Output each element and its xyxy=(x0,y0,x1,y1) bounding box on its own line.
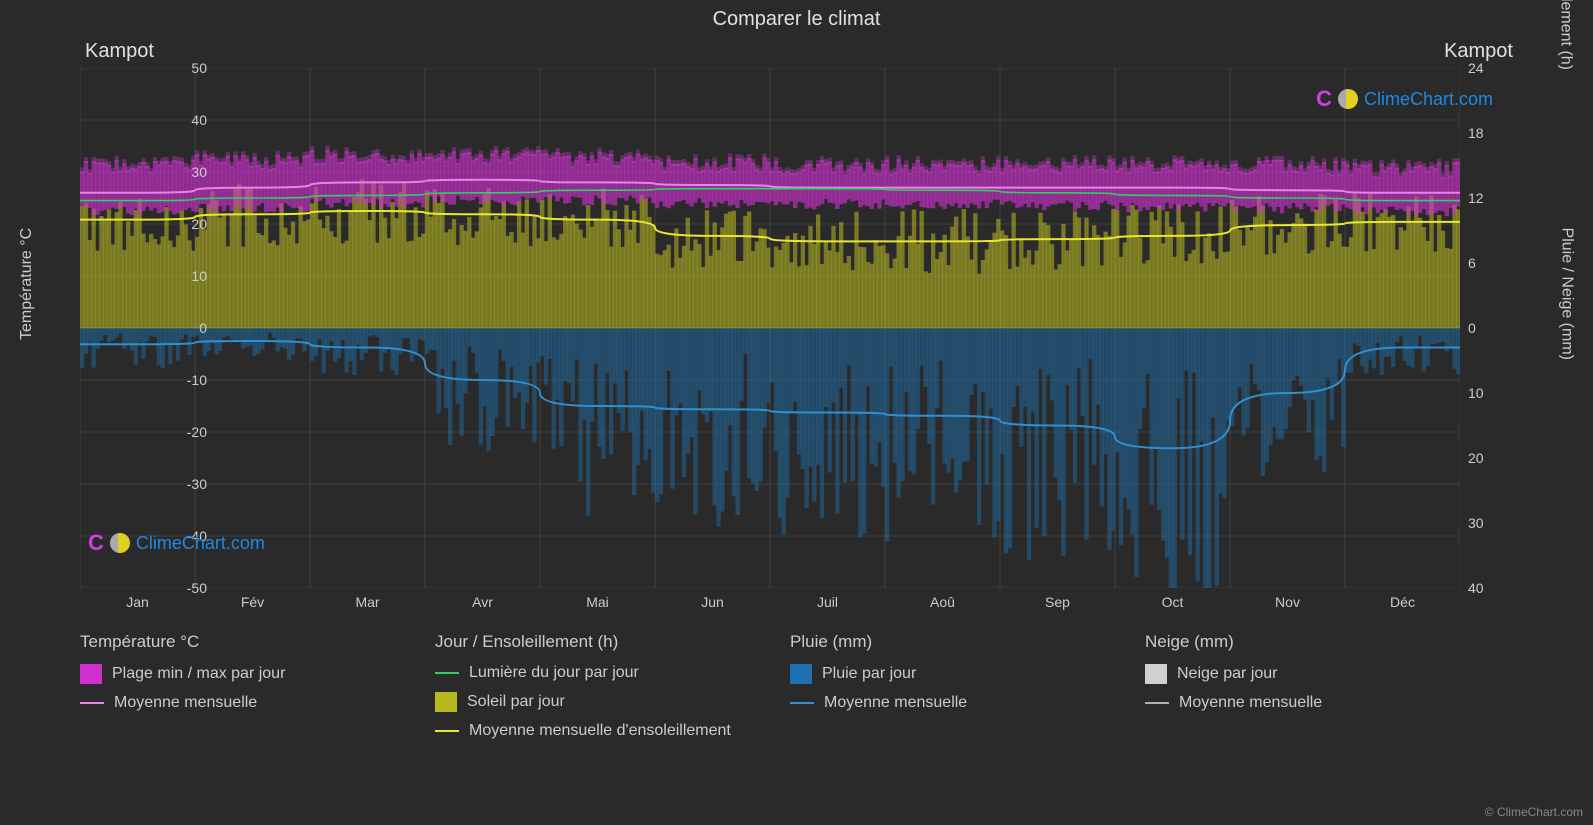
legend-label: Plage min / max par jour xyxy=(112,665,285,683)
x-tick-month: Avr xyxy=(453,594,513,610)
legend-item: Soleil par jour xyxy=(435,692,750,712)
y-tick-right: 12 xyxy=(1468,190,1508,206)
legend-swatch xyxy=(790,664,812,684)
watermark-text: ClimeChart.com xyxy=(1364,89,1493,110)
legend-item: Lumière du jour par jour xyxy=(435,664,750,682)
y-tick-right: 10 xyxy=(1468,385,1508,401)
legend-swatch xyxy=(790,702,814,704)
legend-column: Température °C Plage min / max par jour Mo… xyxy=(80,632,395,750)
legend-label: Lumière du jour par jour xyxy=(469,664,639,682)
y-tick-right: 6 xyxy=(1468,255,1508,271)
plot-area xyxy=(80,68,1460,588)
legend-header: Température °C xyxy=(80,632,395,652)
y-axis-right-lower-label: Pluie / Neige (mm) xyxy=(1557,228,1575,360)
legend-item: Neige par jour xyxy=(1145,664,1460,684)
x-tick-month: Mai xyxy=(568,594,628,610)
legend-label: Moyenne mensuelle xyxy=(114,694,257,712)
legend-item: Moyenne mensuelle xyxy=(790,694,1105,712)
x-tick-month: Fév xyxy=(223,594,283,610)
y-tick-right: 0 xyxy=(1468,320,1508,336)
watermark-c-icon: C xyxy=(88,530,104,556)
y-axis-right-upper-label: Jour / Ensoleillement (h) xyxy=(1557,0,1575,70)
legend-label: Soleil par jour xyxy=(467,693,565,711)
y-tick-right: 18 xyxy=(1468,125,1508,141)
x-tick-month: Jun xyxy=(683,594,743,610)
legend-header: Jour / Ensoleillement (h) xyxy=(435,632,750,652)
watermark-sun-icon xyxy=(1338,89,1358,109)
y-tick-left: -50 xyxy=(167,580,207,596)
x-tick-month: Juil xyxy=(798,594,858,610)
legend-column: Neige (mm) Neige par jour Moyenne mensuell… xyxy=(1145,632,1460,750)
legend-label: Moyenne mensuelle xyxy=(824,694,967,712)
legend-item: Plage min / max par jour xyxy=(80,664,395,684)
credit-text: © ClimeChart.com xyxy=(1485,805,1583,819)
legend-column: Pluie (mm) Pluie par jour Moyenne mensuell… xyxy=(790,632,1105,750)
legend-swatch xyxy=(435,672,459,674)
legend-item: Pluie par jour xyxy=(790,664,1105,684)
y-tick-left: 10 xyxy=(167,268,207,284)
legend-label: Neige par jour xyxy=(1177,665,1278,683)
x-tick-month: Jan xyxy=(108,594,168,610)
x-tick-month: Aoû xyxy=(913,594,973,610)
x-tick-month: Oct xyxy=(1143,594,1203,610)
legend-label: Pluie par jour xyxy=(822,665,916,683)
chart-title: Comparer le climat xyxy=(0,0,1593,31)
legend-item: Moyenne mensuelle xyxy=(1145,694,1460,712)
y-tick-left: -10 xyxy=(167,372,207,388)
y-axis-left-label: Température °C xyxy=(18,228,36,340)
legend-swatch xyxy=(435,730,459,732)
y-tick-left: 0 xyxy=(167,320,207,336)
legend-item: Moyenne mensuelle d'ensoleillement xyxy=(435,722,750,740)
x-tick-month: Nov xyxy=(1258,594,1318,610)
legend-label: Moyenne mensuelle d'ensoleillement xyxy=(469,722,731,740)
legend-swatch xyxy=(1145,702,1169,704)
legend-header: Neige (mm) xyxy=(1145,632,1460,652)
y-tick-left: 50 xyxy=(167,60,207,76)
watermark-sun-icon xyxy=(110,533,130,553)
chart-svg xyxy=(80,68,1460,588)
legend-item: Moyenne mensuelle xyxy=(80,694,395,712)
watermark-c-icon: C xyxy=(1316,86,1332,112)
watermark-top-right: C ClimeChart.com xyxy=(1316,86,1493,112)
legend-swatch xyxy=(80,664,102,684)
y-tick-right: 24 xyxy=(1468,60,1508,76)
legend-header: Pluie (mm) xyxy=(790,632,1105,652)
legend-swatch xyxy=(1145,664,1167,684)
legend: Température °C Plage min / max par jour Mo… xyxy=(80,632,1460,750)
y-tick-left: -20 xyxy=(167,424,207,440)
y-tick-right: 40 xyxy=(1468,580,1508,596)
x-tick-month: Sep xyxy=(1028,594,1088,610)
legend-swatch xyxy=(435,692,457,712)
watermark-bottom-left: C ClimeChart.com xyxy=(88,530,265,556)
legend-label: Moyenne mensuelle xyxy=(1179,694,1322,712)
y-tick-left: 30 xyxy=(167,164,207,180)
y-tick-left: 20 xyxy=(167,216,207,232)
x-tick-month: Déc xyxy=(1373,594,1433,610)
x-tick-month: Mar xyxy=(338,594,398,610)
location-label-left: Kampot xyxy=(85,40,154,63)
y-tick-left: -30 xyxy=(167,476,207,492)
chart-container: Comparer le climat Kampot Kampot Tempéra… xyxy=(0,0,1593,825)
y-tick-right: 30 xyxy=(1468,515,1508,531)
y-tick-left: 40 xyxy=(167,112,207,128)
legend-swatch xyxy=(80,702,104,704)
watermark-text: ClimeChart.com xyxy=(136,533,265,554)
y-tick-right: 20 xyxy=(1468,450,1508,466)
legend-column: Jour / Ensoleillement (h) Lumière du jour… xyxy=(435,632,750,750)
